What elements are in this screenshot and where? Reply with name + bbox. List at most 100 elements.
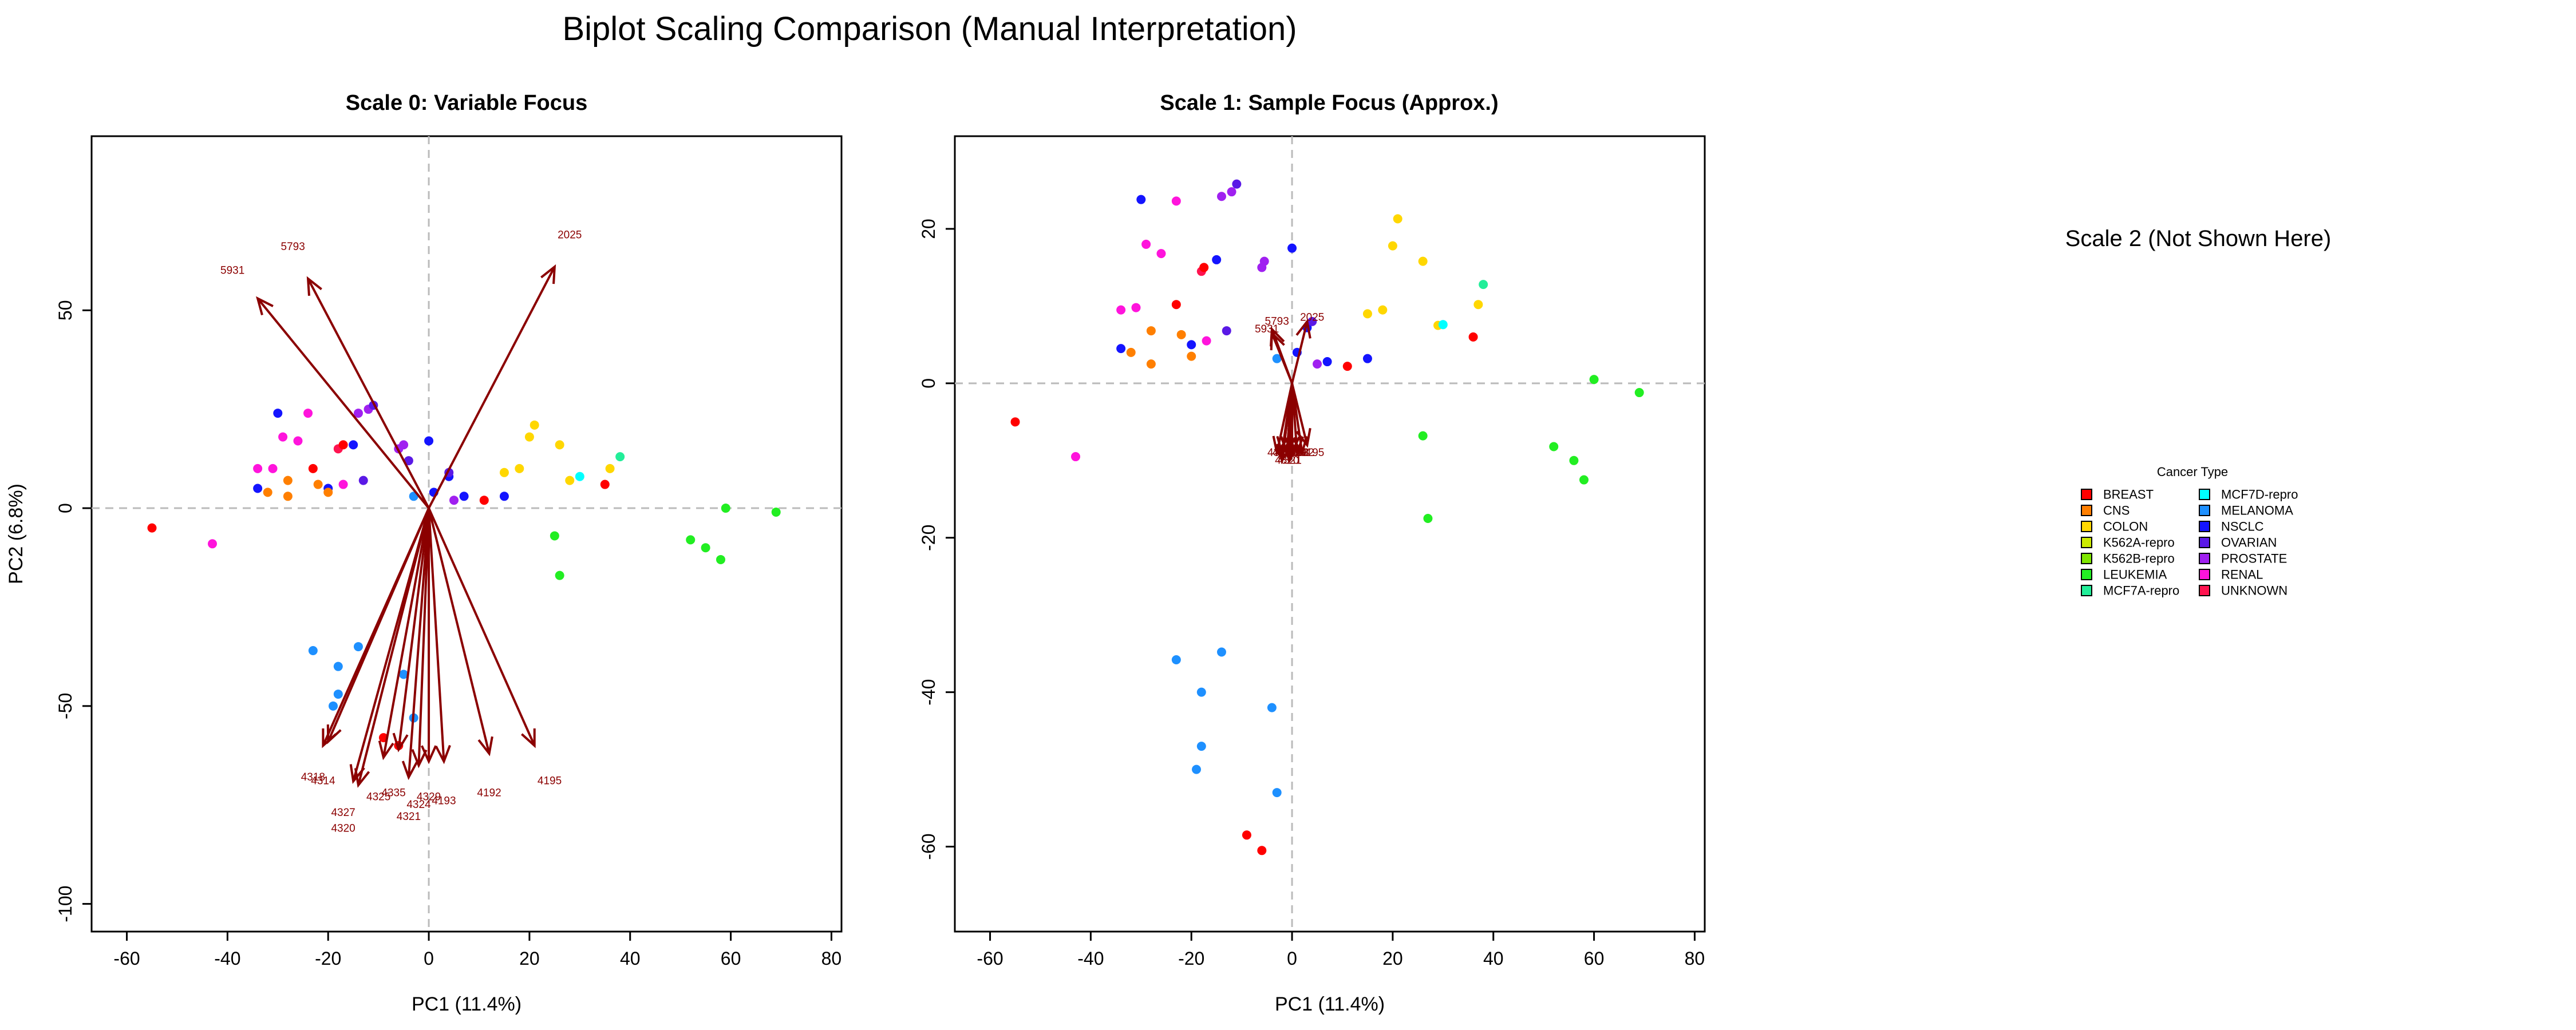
data-point xyxy=(399,670,409,679)
data-point xyxy=(399,440,409,450)
data-point xyxy=(1579,475,1589,485)
data-point xyxy=(524,432,534,442)
data-point xyxy=(1362,354,1372,363)
loading-arrow-head xyxy=(392,732,409,752)
loading-arrow-head xyxy=(378,740,394,760)
y-tick-label: -60 xyxy=(918,833,939,859)
data-point xyxy=(1242,830,1251,840)
data-point xyxy=(1216,647,1226,657)
data-point xyxy=(1259,256,1269,266)
loading-arrow-shaft xyxy=(428,508,536,746)
data-point xyxy=(1272,354,1282,363)
loading-arrow-shaft xyxy=(1271,332,1293,384)
legend-swatch xyxy=(2081,505,2092,516)
data-point xyxy=(1199,263,1209,272)
loading-label: 4320 xyxy=(1275,454,1299,466)
loading-arrow-shaft xyxy=(382,508,430,758)
data-point xyxy=(1393,214,1402,224)
loading-label: 2025 xyxy=(558,229,582,241)
x-tick-label: 40 xyxy=(1483,948,1504,969)
legend-swatch xyxy=(2199,505,2210,516)
legend-label: UNKNOWN xyxy=(2221,584,2287,598)
loading-label: 4192 xyxy=(1290,447,1314,459)
data-point xyxy=(1136,195,1146,204)
legend-box xyxy=(2067,461,2318,603)
loading-label: 4329 xyxy=(417,791,441,803)
data-point xyxy=(278,432,288,442)
data-point xyxy=(1569,455,1579,465)
loading-arrow-shaft xyxy=(428,508,445,762)
legend-swatch xyxy=(2199,537,2210,548)
data-point xyxy=(1468,332,1478,342)
data-point xyxy=(283,492,293,501)
loading-arrow-head xyxy=(477,736,493,756)
loading-arrow-head xyxy=(349,764,365,784)
legend-swatch xyxy=(2199,489,2210,500)
data-point xyxy=(1287,243,1297,253)
data-point xyxy=(1438,320,1448,330)
data-point xyxy=(1192,764,1202,774)
data-point xyxy=(338,480,348,489)
y-tick-label: -100 xyxy=(55,886,76,922)
data-point xyxy=(358,476,368,485)
loading-arrow-head xyxy=(1295,427,1311,448)
loading-label: 4324 xyxy=(406,799,431,811)
loading-arrow-head xyxy=(256,296,274,316)
data-point xyxy=(253,484,263,493)
data-point xyxy=(575,472,584,481)
legend-swatch xyxy=(2081,489,2092,500)
data-point xyxy=(253,464,263,473)
data-point xyxy=(1116,305,1126,315)
loading-arrow-shaft xyxy=(397,508,430,750)
data-point xyxy=(1222,326,1231,336)
loading-arrow-head xyxy=(1295,319,1311,339)
data-point xyxy=(263,488,272,497)
legend-label: RENAL xyxy=(2221,568,2263,582)
loading-arrow-head xyxy=(1270,330,1285,351)
y-tick-label: -40 xyxy=(918,679,939,706)
x-tick-label: 60 xyxy=(721,948,741,969)
loading-arrow-head xyxy=(411,748,428,768)
loading-arrow-shaft xyxy=(1291,321,1309,384)
data-point xyxy=(333,661,343,671)
data-point xyxy=(555,440,564,450)
data-point xyxy=(1418,431,1428,441)
data-point xyxy=(530,420,539,430)
legend-label: K562B-repro xyxy=(2103,552,2175,566)
data-point xyxy=(1342,362,1352,371)
data-point xyxy=(1171,655,1181,664)
data-point xyxy=(1216,192,1226,201)
data-point xyxy=(1232,179,1242,189)
x-tick-label: -20 xyxy=(315,948,341,969)
data-point xyxy=(1589,375,1599,385)
legend-swatch xyxy=(2081,537,2092,548)
data-point xyxy=(1423,514,1433,524)
data-point xyxy=(479,496,489,505)
panel-title: Scale 1: Sample Focus (Approx.) xyxy=(1160,91,1498,115)
loading-label: 5931 xyxy=(220,265,244,277)
data-point xyxy=(499,492,509,501)
legend-label: NSCLC xyxy=(2221,520,2264,534)
loading-label: 4327 xyxy=(331,807,355,819)
data-point xyxy=(1176,330,1186,339)
data-point xyxy=(1388,241,1397,251)
loading-arrow-head xyxy=(401,760,418,781)
loading-label: 5793 xyxy=(1265,315,1289,327)
legend-label: LEUKEMIA xyxy=(2103,568,2167,582)
legend-label: OVARIAN xyxy=(2221,536,2277,550)
data-point xyxy=(1146,359,1156,369)
x-tick-label: -40 xyxy=(1077,948,1104,969)
plot-frame xyxy=(90,135,843,933)
figure-title: Biplot Scaling Comparison (Manual Interp… xyxy=(562,10,1297,47)
legend-label: MELANOMA xyxy=(2221,504,2293,518)
data-point xyxy=(600,480,610,489)
data-point xyxy=(1187,351,1196,361)
scale-0-panel: Scale 0: Variable Focus -60 -40 -20 0 20 40 60 8… xyxy=(5,91,843,1015)
data-point xyxy=(771,507,781,517)
data-point xyxy=(1196,687,1206,697)
data-point xyxy=(147,523,157,533)
loading-arrow-shaft xyxy=(307,278,430,509)
loading-label: 4314 xyxy=(311,775,335,787)
x-tick-label: -60 xyxy=(113,948,140,969)
data-point xyxy=(1479,280,1488,290)
